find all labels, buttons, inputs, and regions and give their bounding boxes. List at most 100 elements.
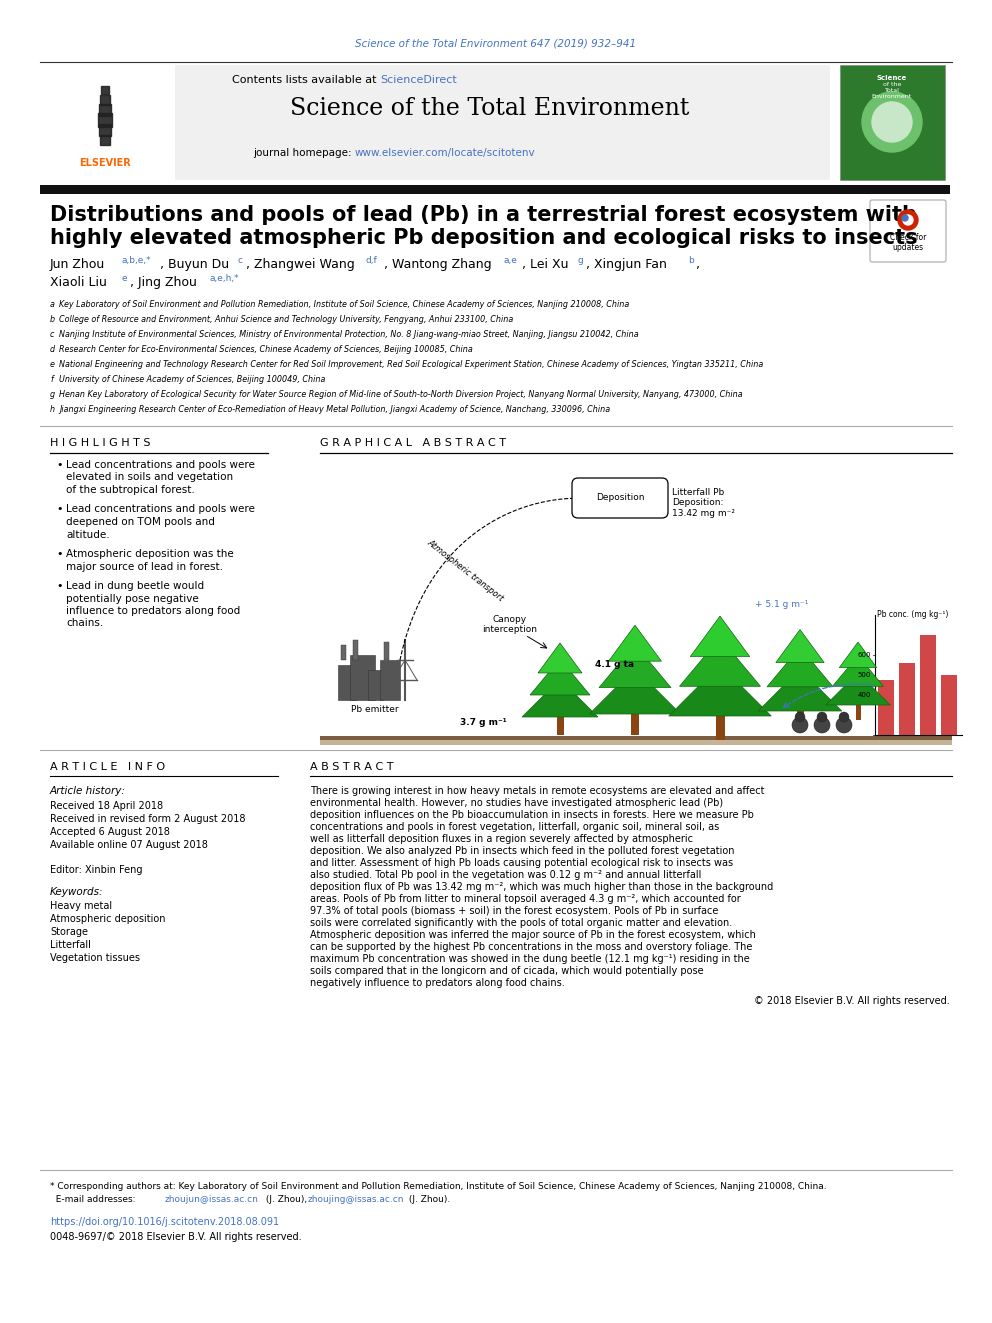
Text: A R T I C L E   I N F O: A R T I C L E I N F O <box>50 762 165 773</box>
Text: can be supported by the highest Pb concentrations in the moss and overstory foli: can be supported by the highest Pb conce… <box>310 942 752 953</box>
Text: Jiangxi Engineering Research Center of Eco-Remediation of Heavy Metal Pollution,: Jiangxi Engineering Research Center of E… <box>59 405 610 414</box>
Bar <box>40 65 830 180</box>
Text: a,e: a,e <box>504 255 518 265</box>
Bar <box>941 675 957 736</box>
Text: , Xingjun Fan: , Xingjun Fan <box>586 258 667 271</box>
Text: Received in revised form 2 August 2018: Received in revised form 2 August 2018 <box>50 814 245 824</box>
Bar <box>40 65 175 180</box>
Text: A B S T R A C T: A B S T R A C T <box>310 762 394 773</box>
Text: •: • <box>56 504 62 515</box>
Text: (J. Zhou),: (J. Zhou), <box>263 1195 310 1204</box>
Text: Atmospheric transport: Atmospheric transport <box>426 537 505 602</box>
Text: www.elsevier.com/locate/scitotenv: www.elsevier.com/locate/scitotenv <box>355 148 536 157</box>
FancyBboxPatch shape <box>572 478 668 519</box>
Text: Science of the Total Environment: Science of the Total Environment <box>291 97 689 120</box>
Text: E-mail addresses:: E-mail addresses: <box>50 1195 138 1204</box>
Circle shape <box>898 210 918 230</box>
Polygon shape <box>767 647 833 687</box>
Text: Article history:: Article history: <box>50 786 126 796</box>
Bar <box>350 655 375 700</box>
Text: of the subtropical forest.: of the subtropical forest. <box>66 486 194 495</box>
Circle shape <box>872 102 912 142</box>
Text: There is growing interest in how heavy metals in remote ecosystems are elevated : There is growing interest in how heavy m… <box>310 786 765 796</box>
Circle shape <box>903 216 913 225</box>
Polygon shape <box>758 669 842 710</box>
Text: , Wantong Zhang: , Wantong Zhang <box>384 258 492 271</box>
Text: deposition. We also analyzed Pb in insects which feed in the polluted forest veg: deposition. We also analyzed Pb in insec… <box>310 845 734 856</box>
Text: Received 18 April 2018: Received 18 April 2018 <box>50 800 163 811</box>
Circle shape <box>862 93 922 152</box>
Text: Atmospheric deposition was inferred the major source of Pb in the forest ecosyst: Atmospheric deposition was inferred the … <box>310 930 756 941</box>
Text: chains.: chains. <box>66 618 103 628</box>
Polygon shape <box>690 617 750 656</box>
Circle shape <box>814 717 830 733</box>
Text: major source of lead in forest.: major source of lead in forest. <box>66 561 223 572</box>
Polygon shape <box>839 642 877 668</box>
Bar <box>353 640 358 660</box>
Circle shape <box>792 717 808 733</box>
Text: a: a <box>50 300 55 310</box>
Text: Deposition: Deposition <box>596 493 644 503</box>
Bar <box>384 642 389 660</box>
FancyBboxPatch shape <box>870 200 946 262</box>
Text: , Jing Zhou: , Jing Zhou <box>130 277 196 288</box>
Text: Science of the Total Environment 647 (2019) 932–941: Science of the Total Environment 647 (20… <box>355 38 637 48</box>
Text: Pb emitter: Pb emitter <box>351 705 399 714</box>
Text: areas. Pools of Pb from litter to mineral topsoil averaged 4.3 g m⁻², which acco: areas. Pools of Pb from litter to minera… <box>310 894 741 904</box>
Text: Atmospheric deposition: Atmospheric deposition <box>50 914 166 923</box>
Text: Contents lists available at: Contents lists available at <box>232 75 380 85</box>
Text: potentially pose negative: potentially pose negative <box>66 594 198 603</box>
Text: •: • <box>56 581 62 591</box>
Text: Heavy metal: Heavy metal <box>50 901 112 912</box>
Text: Canopy
interception: Canopy interception <box>482 615 538 635</box>
Text: deposition flux of Pb was 13.42 mg m⁻², which was much higher than those in the : deposition flux of Pb was 13.42 mg m⁻², … <box>310 882 773 892</box>
Text: Lead in dung beetle would: Lead in dung beetle would <box>66 581 204 591</box>
Text: d: d <box>50 345 56 355</box>
Text: e: e <box>50 360 55 369</box>
Text: Accepted 6 August 2018: Accepted 6 August 2018 <box>50 827 170 837</box>
Text: concentrations and pools in forest vegetation, litterfall, organic soil, mineral: concentrations and pools in forest veget… <box>310 822 719 832</box>
Polygon shape <box>522 679 598 717</box>
Text: h: h <box>50 405 56 414</box>
Text: b: b <box>688 255 693 265</box>
Text: g: g <box>50 390 56 400</box>
Text: •: • <box>56 460 62 470</box>
Text: 4.1 g ta: 4.1 g ta <box>595 660 634 669</box>
Polygon shape <box>599 644 671 688</box>
Text: Available online 07 August 2018: Available online 07 August 2018 <box>50 840 208 849</box>
Text: environmental health. However, no studies have investigated atmospheric lead (Pb: environmental health. However, no studie… <box>310 798 723 808</box>
Text: G R A P H I C A L   A B S T R A C T: G R A P H I C A L A B S T R A C T <box>320 438 506 448</box>
Text: ScienceDirect: ScienceDirect <box>380 75 456 85</box>
Text: Distributions and pools of lead (Pb) in a terrestrial forest ecosystem with: Distributions and pools of lead (Pb) in … <box>50 205 917 225</box>
Text: c: c <box>238 255 243 265</box>
Text: and litter. Assessment of high Pb loads causing potential ecological risk to ins: and litter. Assessment of high Pb loads … <box>310 859 733 868</box>
Text: journal homepage:: journal homepage: <box>253 148 355 157</box>
Bar <box>320 740 952 745</box>
Polygon shape <box>832 656 884 687</box>
Text: Jun Zhou: Jun Zhou <box>50 258 105 271</box>
Circle shape <box>795 712 805 722</box>
Text: https://doi.org/10.1016/j.scitotenv.2018.08.091: https://doi.org/10.1016/j.scitotenv.2018… <box>50 1217 279 1226</box>
Text: elevated in soils and vegetation: elevated in soils and vegetation <box>66 472 233 483</box>
Bar <box>557 717 564 736</box>
Text: , Buyun Du: , Buyun Du <box>160 258 229 271</box>
Text: c: c <box>50 329 55 339</box>
Polygon shape <box>776 630 824 663</box>
Bar <box>320 736 952 740</box>
Text: g: g <box>578 255 583 265</box>
Bar <box>40 185 950 194</box>
Text: a,b,e,*: a,b,e,* <box>122 255 152 265</box>
Text: zhoujing@issas.ac.cn: zhoujing@issas.ac.cn <box>308 1195 405 1204</box>
Text: soils compared that in the longicorn and of cicada, which would potentially pose: soils compared that in the longicorn and… <box>310 966 703 976</box>
Text: © 2018 Elsevier B.V. All rights reserved.: © 2018 Elsevier B.V. All rights reserved… <box>754 996 950 1005</box>
Text: ELSEVIER: ELSEVIER <box>79 157 131 168</box>
Text: Key Laboratory of Soil Environment and Pollution Remediation, Institute of Soil : Key Laboratory of Soil Environment and P… <box>59 300 629 310</box>
Text: * Corresponding authors at: Key Laboratory of Soil Environment and Pollution Rem: * Corresponding authors at: Key Laborato… <box>50 1181 826 1191</box>
Text: zhoujun@issas.ac.cn: zhoujun@issas.ac.cn <box>165 1195 259 1204</box>
Text: soils were correlated significantly with the pools of total organic matter and e: soils were correlated significantly with… <box>310 918 732 927</box>
Text: Litterfall: Litterfall <box>50 941 91 950</box>
Text: Environment: Environment <box>872 94 912 99</box>
Bar <box>380 660 400 700</box>
Text: Lead concentrations and pools were: Lead concentrations and pools were <box>66 504 255 515</box>
Bar <box>840 65 945 180</box>
